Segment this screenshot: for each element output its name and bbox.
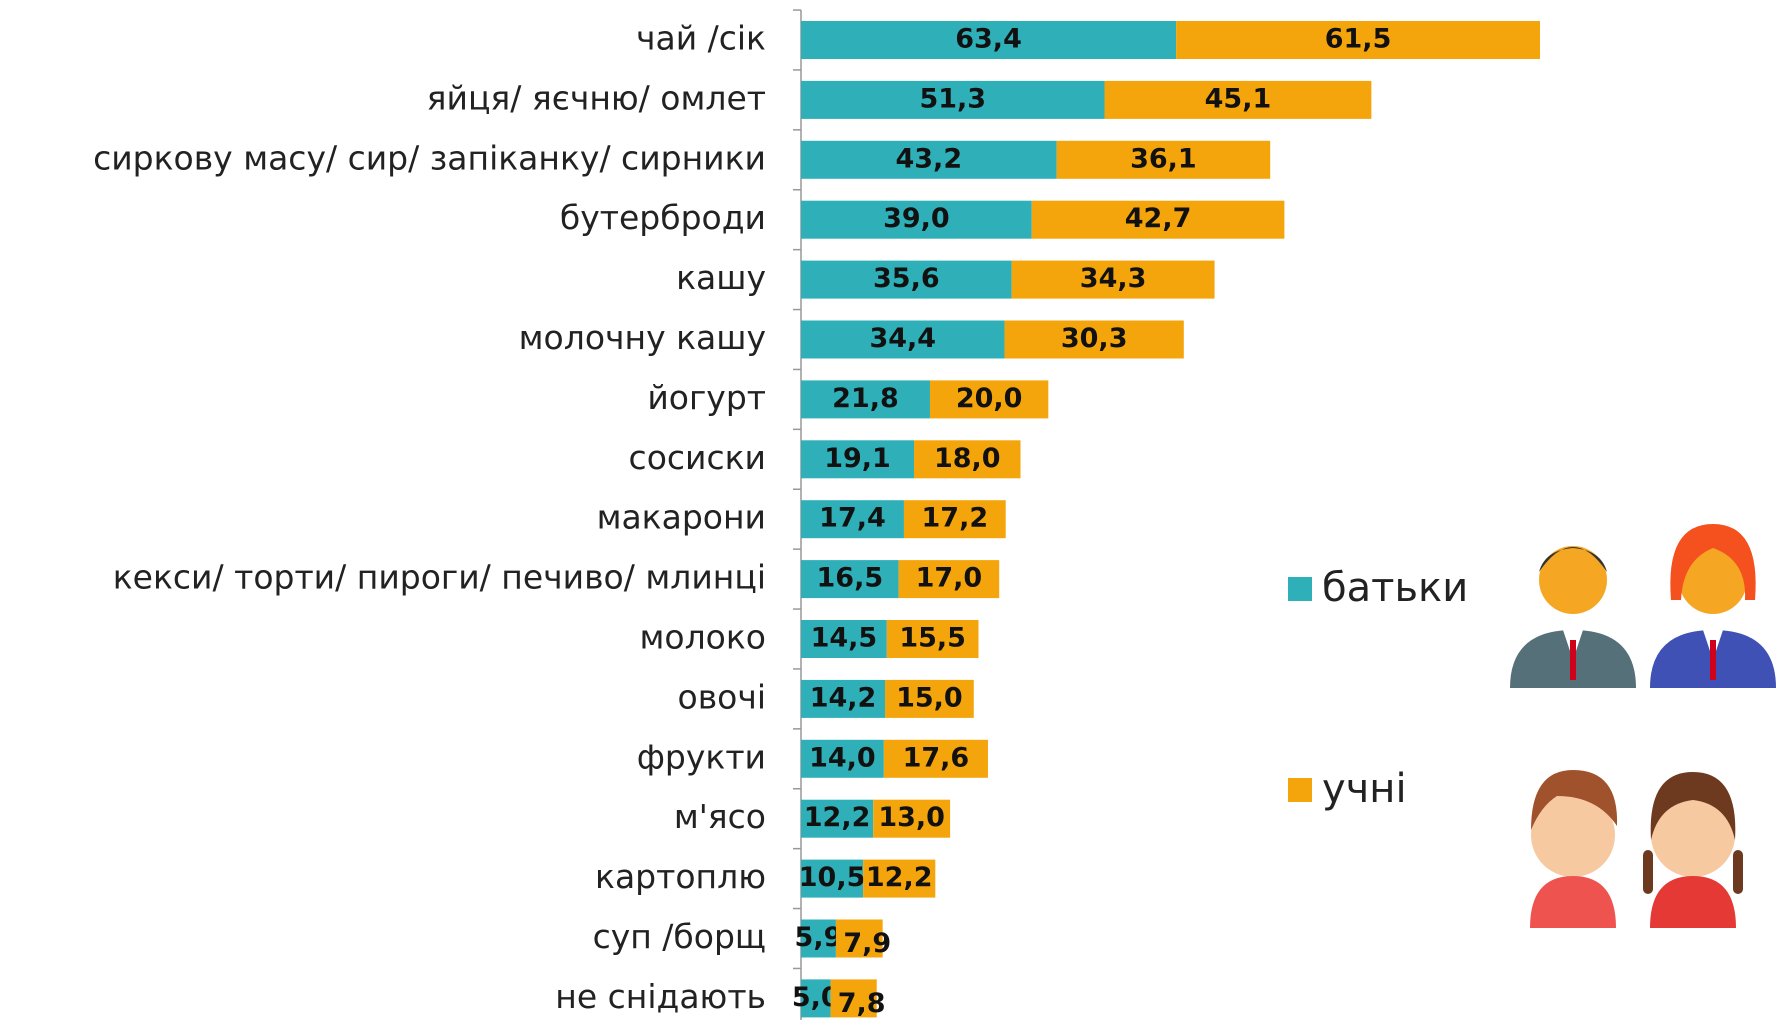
value-label: 17,2 [922, 503, 989, 534]
adult-icons [1510, 524, 1776, 688]
value-label: 10,5 [799, 862, 866, 893]
value-label: 21,8 [832, 383, 899, 414]
category-label: суп /борщ [593, 917, 766, 956]
category-label: молочну кашу [519, 318, 766, 357]
category-label: овочі [678, 677, 767, 716]
category-label: не снідають [555, 977, 766, 1016]
value-label: 45,1 [1205, 83, 1272, 114]
legend-label: учні [1322, 766, 1407, 812]
value-label: 14,5 [811, 623, 878, 654]
value-label: 35,6 [873, 263, 940, 294]
value-label: 20,0 [956, 383, 1023, 414]
value-label: 39,0 [883, 203, 950, 234]
legend-swatch [1288, 577, 1312, 601]
value-label: 17,0 [916, 563, 983, 594]
value-label: 63,4 [955, 24, 1022, 55]
value-label: 14,0 [809, 742, 876, 773]
value-label: 12,2 [804, 802, 871, 833]
category-label: яйця/ яєчню/ омлет [427, 78, 766, 117]
value-label: 51,3 [919, 83, 986, 114]
category-label: картоплю [595, 857, 766, 896]
value-label: 17,6 [903, 742, 970, 773]
chart: чай /сік 63,4 61,5 яйця/ яєчню/ омлет 51,3 45… [0, 0, 1780, 1020]
value-label: 19,1 [824, 443, 891, 474]
value-label: 34,3 [1080, 263, 1147, 294]
category-label: фрукти [637, 737, 766, 776]
value-label: 15,0 [896, 682, 963, 713]
value-label: 16,5 [817, 563, 884, 594]
value-label: 13,0 [878, 802, 945, 833]
category-label: чай /сік [636, 19, 766, 58]
value-label: 18,0 [934, 443, 1001, 474]
value-label: 12,2 [866, 862, 933, 893]
category-label: сиркову масу/ сир/ запіканку/ сирники [93, 138, 766, 177]
legend-label: батьки [1322, 565, 1468, 611]
value-label: 61,5 [1325, 24, 1392, 55]
category-label: молоко [640, 618, 767, 657]
category-label: м'ясо [674, 797, 766, 836]
value-label: 36,1 [1130, 143, 1197, 174]
child-icons [1530, 770, 1743, 928]
category-label: макарони [597, 498, 766, 537]
value-label: 15,5 [899, 623, 966, 654]
category-label: йогурт [647, 378, 766, 417]
legend-swatch [1288, 778, 1312, 802]
value-label: 7,8 [838, 988, 886, 1019]
value-label: 14,2 [810, 682, 877, 713]
value-label: 17,4 [819, 503, 886, 534]
value-label: 43,2 [895, 143, 962, 174]
category-label: кашу [676, 258, 766, 297]
value-label: 30,3 [1061, 323, 1128, 354]
category-label: сосиски [629, 438, 766, 477]
value-label: 7,9 [843, 928, 891, 959]
value-label: 42,7 [1125, 203, 1192, 234]
category-label: кекси/ торти/ пироги/ печиво/ млинці [113, 558, 766, 597]
category-label: бутерброди [560, 198, 766, 237]
value-label: 5,9 [795, 922, 843, 953]
value-label: 34,4 [869, 323, 936, 354]
